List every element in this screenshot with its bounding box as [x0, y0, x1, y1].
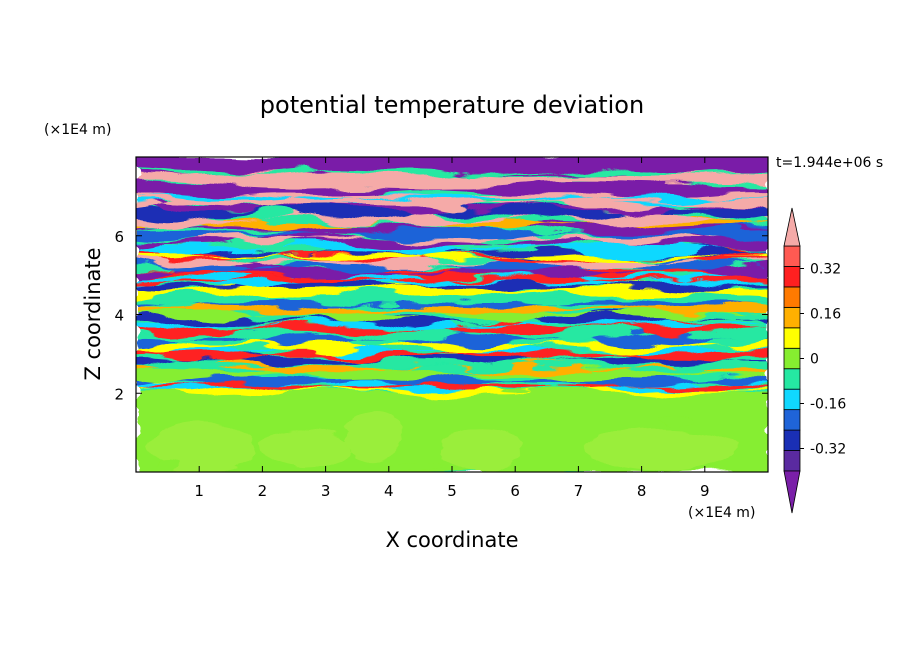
contour-blob	[439, 426, 522, 472]
contour-blob	[262, 428, 351, 469]
colorbar-extend-top	[783, 207, 801, 247]
contour-blob	[154, 462, 181, 471]
contour-band	[136, 179, 768, 197]
x-tick-label: 1	[194, 482, 204, 500]
contour-blob	[388, 462, 440, 471]
contour-band	[136, 276, 768, 285]
colorbar-bin	[783, 409, 801, 431]
contour-field	[136, 157, 768, 472]
x-tick-label: 7	[574, 482, 584, 500]
colorbar-bin	[783, 306, 801, 329]
x-tick-label: 6	[510, 482, 520, 500]
x-axis-label: X coordinate	[385, 528, 518, 552]
contour-band	[136, 300, 768, 315]
contour-blob	[148, 422, 257, 472]
x-axis-unit: (×1E4 m)	[688, 505, 755, 521]
colorbar-tick-label: -0.32	[810, 442, 846, 458]
contour-band	[136, 257, 768, 275]
contour-band	[136, 352, 768, 367]
colorbar-bin	[783, 450, 801, 472]
contour-bands	[136, 157, 768, 472]
contour-blob	[584, 428, 737, 472]
colorbar-bin	[783, 388, 801, 411]
y-axis-unit: (×1E4 m)	[44, 122, 111, 138]
contour-band	[136, 225, 768, 242]
contour-band	[136, 346, 768, 362]
x-axis: 1 2 3 4 5 6 7 8 9	[194, 157, 710, 500]
chart-title: potential temperature deviation	[260, 91, 644, 119]
x-tick-label: 2	[258, 482, 268, 500]
x-tick-label: 3	[321, 482, 331, 500]
y-tick-label: 6	[114, 228, 124, 246]
contour-band	[136, 320, 768, 336]
plot-area	[135, 156, 769, 473]
contour-blob	[654, 416, 693, 425]
colorbar-bin	[783, 286, 801, 308]
colorbar-tick-label: -0.16	[810, 397, 846, 413]
colorbar-bin	[783, 347, 801, 370]
x-tick-label: 4	[384, 482, 394, 500]
colorbar-tick-label: 0.16	[810, 307, 841, 323]
x-tick-label: 5	[447, 482, 457, 500]
colorbar: 0.32 0.16 0 -0.16 -0.32	[783, 207, 846, 514]
x-tick-label: 9	[700, 482, 710, 500]
y-axis: 2 4 6	[114, 228, 768, 403]
contour-band	[136, 310, 768, 328]
y-axis-label: Z coordinate	[81, 247, 105, 380]
time-label: t=1.944e+06 s	[776, 155, 883, 171]
colorbar-bin	[783, 429, 801, 451]
contour-blob	[344, 409, 402, 461]
colorbar-tick-label: 0	[810, 352, 819, 368]
contour-band	[136, 356, 768, 371]
colorbar-bin	[783, 245, 801, 267]
contour-band	[136, 252, 768, 261]
y-tick-label: 2	[114, 385, 124, 403]
colorbar-extend-bottom	[783, 470, 801, 514]
contour-band	[136, 271, 768, 287]
y-tick-label: 4	[114, 307, 124, 325]
colorbar-bin	[783, 368, 801, 390]
contour-band	[136, 382, 768, 391]
colorbar-bin	[783, 266, 801, 288]
contour-band	[136, 263, 768, 281]
contour-band	[136, 168, 768, 177]
contour-band	[136, 237, 768, 258]
colorbar-tick-label: 0.32	[810, 262, 841, 278]
colorbar-bin	[783, 327, 801, 349]
x-tick-label: 8	[637, 482, 647, 500]
contour-band	[136, 193, 768, 202]
